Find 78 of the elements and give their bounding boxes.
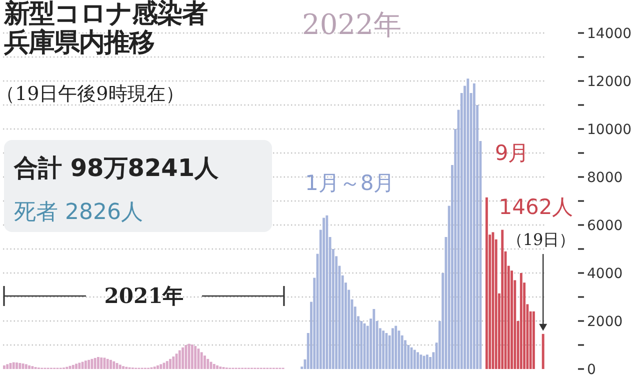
bar	[112, 361, 116, 369]
bar	[110, 360, 112, 369]
annotation: 死者 2826人	[14, 200, 143, 225]
bar	[326, 215, 328, 369]
bar	[160, 364, 162, 369]
bar	[175, 354, 178, 369]
bar	[156, 365, 159, 369]
text: （19日午後9時現在）	[0, 83, 184, 105]
bar	[485, 197, 488, 369]
annotation: 2022年	[302, 8, 402, 41]
y-tick-label: 4000	[587, 266, 623, 282]
bar	[94, 358, 96, 369]
bar	[18, 363, 22, 369]
bar	[72, 364, 74, 369]
bar	[166, 361, 168, 369]
bar	[372, 309, 376, 369]
bar	[520, 273, 522, 369]
bar	[81, 362, 84, 369]
y-tick-label: 2000	[587, 314, 623, 330]
annotation: 9月	[494, 141, 530, 165]
bar	[75, 364, 78, 369]
bar	[169, 358, 172, 369]
bar	[84, 360, 87, 369]
annotation: 合計 98万8241人	[13, 154, 220, 182]
bar	[172, 356, 175, 369]
bar	[394, 326, 398, 369]
y-tick-label: 8000	[587, 170, 623, 186]
y-tick-label: 14000	[587, 26, 632, 42]
bar	[197, 348, 200, 369]
bar	[422, 356, 426, 369]
annotation: （19日）	[506, 230, 576, 249]
bar	[382, 330, 385, 369]
bar	[31, 366, 34, 369]
bar	[200, 352, 203, 369]
bar	[391, 328, 394, 369]
y-tick-label: 0	[587, 362, 596, 378]
annotation: 1月～8月	[305, 171, 395, 195]
annotation: 2021年	[104, 283, 184, 308]
bar	[24, 364, 28, 369]
bar	[472, 83, 476, 369]
bar	[6, 364, 9, 369]
bar	[182, 347, 184, 369]
y-tick-label: 12000	[587, 74, 632, 90]
bar	[118, 364, 122, 369]
bar	[100, 357, 103, 369]
bar	[16, 362, 18, 369]
bar	[3, 365, 6, 369]
bar	[78, 362, 81, 369]
bar	[190, 344, 194, 369]
bar	[106, 358, 109, 369]
bar	[184, 345, 188, 369]
bar	[216, 365, 218, 369]
annotation: 1462人	[498, 195, 574, 219]
bar	[28, 365, 31, 369]
bar	[532, 311, 535, 369]
bar	[385, 333, 388, 369]
bar	[178, 350, 181, 369]
bar	[322, 218, 326, 369]
bar	[96, 357, 100, 369]
bar	[413, 350, 416, 369]
y-tick-label: 10000	[587, 122, 632, 138]
bar	[194, 346, 197, 369]
bar	[12, 362, 15, 369]
bar	[542, 334, 544, 369]
bar	[212, 364, 216, 369]
bar	[501, 230, 504, 369]
bar	[466, 78, 470, 369]
bar	[204, 356, 206, 369]
bar	[122, 366, 124, 369]
bar	[90, 358, 94, 369]
bar	[426, 354, 428, 369]
bar	[88, 360, 90, 369]
bar	[420, 354, 422, 369]
bar	[188, 344, 190, 369]
y-tick-label: 6000	[587, 218, 623, 234]
bar	[492, 232, 494, 369]
bar	[206, 358, 210, 369]
bar	[416, 352, 419, 369]
